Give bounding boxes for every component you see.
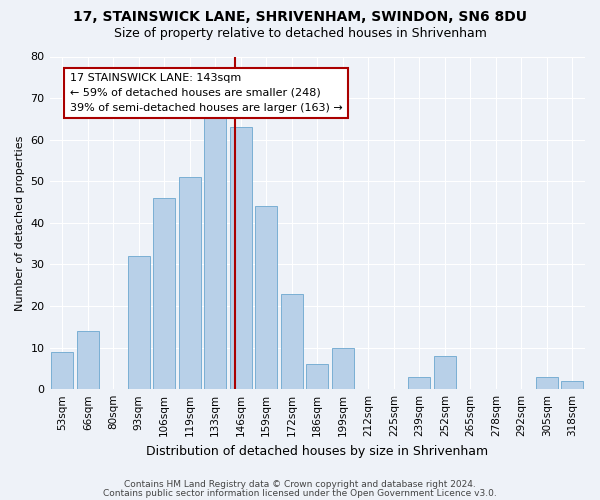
Bar: [77, 331, 98, 389]
Bar: [154, 198, 175, 389]
Bar: [205, 114, 226, 389]
Bar: [179, 177, 200, 389]
Bar: [536, 376, 557, 389]
Bar: [230, 127, 251, 389]
Bar: [128, 256, 149, 389]
Bar: [281, 294, 302, 389]
Y-axis label: Number of detached properties: Number of detached properties: [15, 135, 25, 310]
Bar: [307, 364, 328, 389]
Bar: [332, 348, 353, 389]
Text: Size of property relative to detached houses in Shrivenham: Size of property relative to detached ho…: [113, 28, 487, 40]
X-axis label: Distribution of detached houses by size in Shrivenham: Distribution of detached houses by size …: [146, 444, 488, 458]
Text: 17, STAINSWICK LANE, SHRIVENHAM, SWINDON, SN6 8DU: 17, STAINSWICK LANE, SHRIVENHAM, SWINDON…: [73, 10, 527, 24]
Text: Contains HM Land Registry data © Crown copyright and database right 2024.: Contains HM Land Registry data © Crown c…: [124, 480, 476, 489]
Text: 17 STAINSWICK LANE: 143sqm
← 59% of detached houses are smaller (248)
39% of sem: 17 STAINSWICK LANE: 143sqm ← 59% of deta…: [70, 73, 343, 112]
Bar: [409, 376, 430, 389]
Text: Contains public sector information licensed under the Open Government Licence v3: Contains public sector information licen…: [103, 488, 497, 498]
Bar: [52, 352, 73, 389]
Bar: [434, 356, 455, 389]
Bar: [256, 206, 277, 389]
Bar: [562, 381, 583, 389]
